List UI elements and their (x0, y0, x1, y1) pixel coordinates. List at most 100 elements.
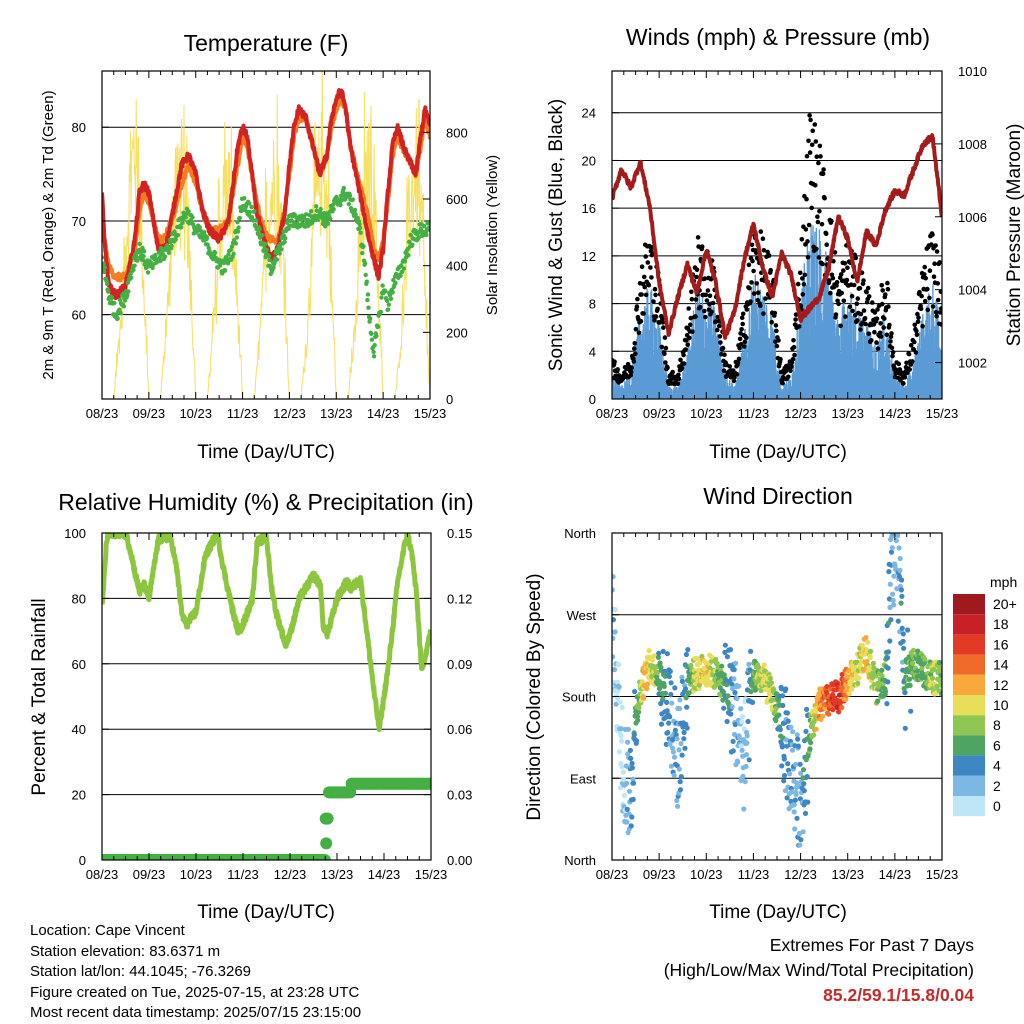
direction-point (739, 714, 746, 720)
dewpoint-point (358, 230, 363, 235)
direction-point (636, 705, 642, 711)
dewpoint-point (371, 354, 377, 359)
gust-point (813, 139, 819, 144)
direction-point (674, 797, 680, 804)
y2-tick-label: 0.15 (447, 526, 472, 541)
gust-point (687, 335, 692, 341)
direction-point (797, 842, 803, 848)
direction-point (649, 657, 656, 663)
direction-point (779, 744, 785, 750)
y2-tick-label: 0.03 (447, 788, 472, 803)
gust-point (864, 289, 869, 295)
dewpoint-point (115, 316, 120, 321)
dewpoint-point (175, 232, 181, 238)
y-tick-label: 0 (589, 392, 596, 407)
direction-point (794, 815, 800, 821)
gust-point (844, 277, 850, 283)
humidity-ylabel: Percent & Total Rainfall (29, 598, 50, 795)
direction-point (672, 685, 678, 691)
gust-point (643, 292, 649, 298)
dewpoint-point (197, 225, 202, 230)
gust-point (731, 378, 737, 384)
gust-point (786, 374, 791, 380)
direction-point (676, 766, 682, 772)
gust-point (902, 375, 908, 380)
gust-point (751, 268, 756, 274)
direction-point (732, 690, 738, 696)
dewpoint-point (324, 211, 329, 216)
direction-point (891, 573, 897, 579)
gust-point (636, 330, 642, 336)
direction-point (728, 711, 734, 717)
legend-label: 12 (993, 677, 1009, 693)
gust-point (735, 360, 741, 365)
gust-point (740, 311, 746, 317)
direction-point (625, 739, 631, 745)
gust-point (727, 364, 732, 369)
gust-point (662, 351, 667, 357)
gust-point (741, 344, 747, 349)
direction-point (677, 705, 683, 712)
direction-point (888, 617, 894, 623)
legend-swatch (953, 674, 985, 695)
temperature-axes: 08/23 09/23 10/23 11/23 12/23 13/23 14/23 15/23… (72, 71, 468, 421)
x-tick-label: 15/23 (415, 867, 448, 882)
direction-point (800, 767, 807, 773)
gust-point (816, 255, 822, 260)
gust-point (914, 332, 920, 338)
dewpoint-point (294, 221, 300, 226)
gust-point (632, 341, 638, 346)
x-tick-label: 09/23 (643, 406, 676, 421)
dewpoint-point (220, 271, 225, 276)
gust-point (653, 314, 659, 319)
direction-point (738, 706, 744, 712)
gust-point (653, 292, 658, 298)
gust-point (915, 319, 921, 325)
direction-point (791, 802, 798, 808)
gust-point (774, 328, 779, 334)
direction-point (627, 747, 634, 754)
gust-point (751, 291, 757, 296)
dewpoint-point (125, 292, 130, 298)
gust-point (694, 267, 700, 273)
direction-point (784, 710, 791, 716)
gust-point (896, 361, 902, 367)
gust-point (799, 237, 805, 242)
gust-point (758, 303, 763, 309)
direction-point (804, 774, 810, 780)
dewpoint-point (284, 220, 290, 225)
gust-point (841, 298, 847, 304)
direction-point (731, 731, 738, 738)
direction-point (803, 728, 809, 735)
station-location: Location: Cape Vincent (30, 922, 185, 939)
dewpoint-point (222, 268, 228, 273)
gust-point (792, 352, 797, 358)
gust-point (675, 381, 681, 387)
gust-point (739, 315, 745, 321)
direction-point (867, 648, 874, 654)
direction-point (744, 733, 750, 739)
direction-point (729, 681, 735, 687)
gust-point (922, 298, 928, 304)
y-tick-label: North (564, 526, 596, 541)
gust-point (922, 264, 927, 270)
direction-point (632, 689, 638, 695)
temperature-panel: Temperature (F) Time (Day/UTC) 2m & 9m T… (40, 30, 501, 463)
direction-point (870, 660, 877, 666)
y2-tick-label: 600 (446, 192, 468, 207)
dewpoint-point (228, 247, 233, 253)
x-tick-label: 15/23 (926, 867, 959, 882)
direction-point (735, 759, 741, 765)
y2-tick-label: 400 (446, 259, 468, 274)
x-tick-label: 10/23 (690, 867, 723, 882)
temperature-xlabel: Time (Day/UTC) (197, 442, 335, 463)
direction-point (802, 810, 809, 817)
gust-point (804, 196, 809, 202)
gust-point (755, 297, 760, 303)
direction-point (664, 708, 670, 714)
x-tick-label: 08/23 (86, 406, 119, 421)
direction-point (793, 791, 799, 798)
gust-point (805, 239, 810, 244)
gust-point (838, 323, 843, 329)
